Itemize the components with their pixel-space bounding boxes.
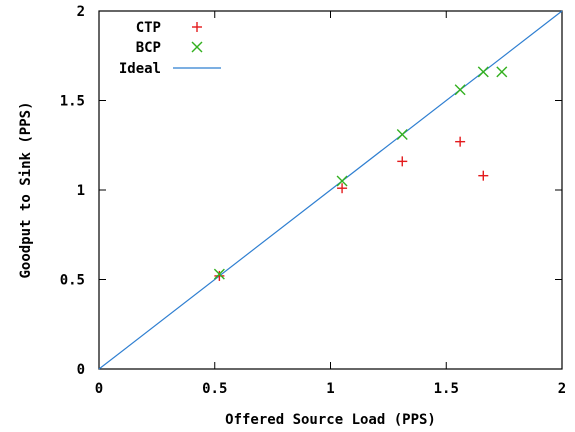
y-axis-label: Goodput to Sink (PPS) [18,101,34,278]
bcp-point [213,268,225,280]
x-axis-label: Offered Source Load (PPS) [225,412,436,428]
legend-label-ctp: CTP [136,20,161,36]
bcp-point [336,175,348,187]
x-tick-label: 1.5 [434,381,459,397]
legend-marker-bcp [191,41,203,53]
plot-layer: 0 0.5 1 1.5 2 0 0.5 1 1.5 2 CTP BCP Ideal [60,4,567,397]
ctp-point [214,270,225,281]
bcp-point [477,66,489,78]
x-tick-label: 2 [558,381,566,397]
y-tick-label: 1 [77,183,85,199]
x-tick-label: 0.5 [202,381,227,397]
x-tick-label: 0 [95,381,103,397]
legend-label-bcp: BCP [136,40,161,56]
data-layer [98,10,563,370]
y-tick-label: 1.5 [60,94,85,110]
x-tick-label: 1 [326,381,334,397]
legend-marker-ctp [192,22,202,32]
ctp-point [455,136,466,147]
legend: CTP BCP Ideal [119,20,221,77]
ctp-point [397,156,408,167]
legend-label-ideal: Ideal [119,61,161,77]
ideal-line [98,10,563,370]
y-tick-label: 2 [77,4,85,20]
y-tick-label: 0 [77,362,85,378]
bcp-point [454,84,466,96]
ctp-point [478,170,489,181]
ctp-point [337,183,348,194]
bcp-point [496,66,508,78]
y-tick-label: 0.5 [60,273,85,289]
bcp-point [396,129,408,141]
